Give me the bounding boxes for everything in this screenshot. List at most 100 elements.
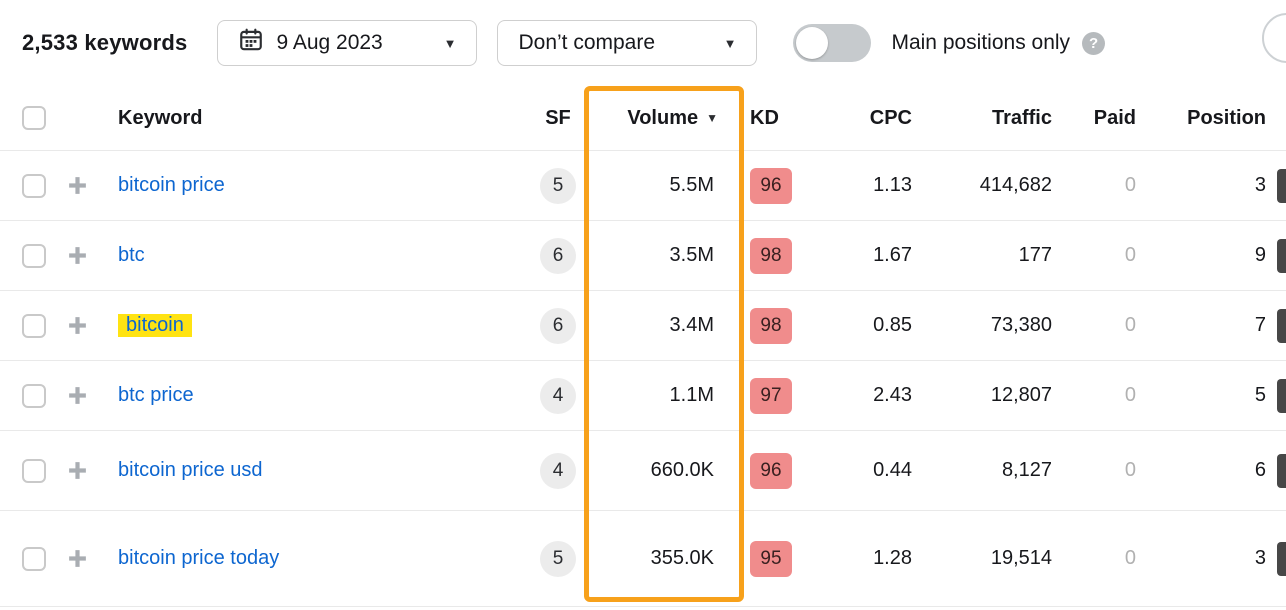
compare-label: Don’t compare [518, 31, 656, 54]
cpc-value: 1.67 [873, 244, 912, 266]
kd-badge: 98 [750, 307, 792, 344]
kd-badge: 96 [750, 452, 792, 489]
keyword-link[interactable]: btc price [118, 384, 194, 406]
position-value: 6 [1254, 459, 1266, 481]
add-keyword-icon[interactable] [66, 314, 89, 337]
serp-features-badge[interactable]: 4 [540, 452, 576, 489]
paid-value: 0 [1124, 174, 1136, 196]
add-keyword-icon[interactable] [66, 244, 89, 267]
add-keyword-icon[interactable] [66, 174, 89, 197]
table-row: bitcoin price 5 5.5M 96 1.13 414,682 0 3 [0, 151, 1286, 221]
table-row: bitcoin price usd 4 660.0K 96 0.44 8,127… [0, 431, 1286, 511]
table-row: btc price 4 1.1M 97 2.43 12,807 0 5 [0, 361, 1286, 431]
column-header-paid[interactable]: Paid [1093, 106, 1136, 129]
cpc-value: 1.28 [873, 547, 912, 569]
serp-features-badge[interactable]: 5 [540, 540, 576, 577]
keyword-link[interactable]: bitcoin price today [118, 547, 280, 569]
compare-dropdown-button[interactable]: Don’t compare ▼ [497, 20, 758, 66]
clipped-content [1277, 168, 1286, 203]
add-keyword-icon[interactable] [66, 459, 89, 482]
cpc-value: 0.85 [873, 314, 912, 336]
traffic-value: 73,380 [990, 314, 1052, 336]
paid-value: 0 [1124, 459, 1136, 481]
row-checkbox[interactable] [22, 173, 46, 198]
volume-value: 5.5M [669, 174, 714, 196]
chevron-down-icon: ▼ [723, 35, 737, 51]
table-row: bitcoin 6 3.4M 98 0.85 73,380 0 7 [0, 291, 1286, 361]
kd-badge: 96 [750, 167, 792, 204]
clipped-content [1277, 238, 1286, 273]
serp-features-badge[interactable]: 4 [540, 377, 576, 414]
toggle-knob [796, 27, 829, 59]
volume-value: 3.4M [669, 314, 714, 336]
keyword-link[interactable]: bitcoin [118, 314, 192, 337]
position-value: 9 [1254, 244, 1266, 266]
traffic-value: 414,682 [979, 174, 1052, 196]
row-checkbox[interactable] [22, 243, 46, 268]
paid-value: 0 [1124, 547, 1136, 569]
serp-features-badge[interactable]: 6 [540, 307, 576, 344]
serp-features-badge[interactable]: 5 [540, 167, 576, 204]
table-row: btc 6 3.5M 98 1.67 177 0 9 [0, 221, 1286, 291]
select-all-checkbox[interactable] [22, 106, 46, 130]
kd-badge: 98 [750, 237, 792, 274]
clipped-content [1277, 453, 1286, 488]
sort-desc-icon: ▼ [706, 111, 718, 125]
traffic-value: 12,807 [990, 384, 1052, 406]
column-header-cpc[interactable]: CPC [869, 106, 912, 129]
column-header-sf[interactable]: SF [545, 106, 571, 129]
kd-badge: 97 [750, 377, 792, 414]
date-picker-button[interactable]: 9 Aug 2023 ▼ [217, 20, 478, 66]
clipped-toggle-knob[interactable] [1262, 13, 1286, 63]
volume-header-label: Volume [627, 106, 699, 129]
toolbar: 2,533 keywords 9 Aug 2023 [0, 0, 1286, 86]
column-header-position[interactable]: Position [1187, 106, 1266, 129]
traffic-value: 177 [1018, 244, 1052, 266]
position-value: 3 [1254, 547, 1266, 569]
chevron-down-icon: ▼ [443, 35, 457, 51]
keyword-link[interactable]: bitcoin price usd [118, 459, 263, 481]
table-header: Keyword SF Volume ▼ KD CPC Traffic Paid … [0, 86, 1286, 151]
row-checkbox[interactable] [22, 383, 46, 408]
keyword-link[interactable]: btc [118, 244, 145, 266]
cpc-value: 2.43 [873, 384, 912, 406]
cpc-value: 0.44 [873, 459, 912, 481]
traffic-value: 19,514 [990, 547, 1052, 569]
add-keyword-icon[interactable] [66, 547, 89, 570]
table-row: bitcoin price today 5 355.0K 95 1.28 19,… [0, 511, 1286, 607]
volume-value: 355.0K [650, 547, 714, 569]
clipped-content [1277, 308, 1286, 343]
keyword-link[interactable]: bitcoin price [118, 174, 225, 196]
row-checkbox[interactable] [22, 313, 46, 338]
paid-value: 0 [1124, 244, 1136, 266]
main-positions-label: Main positions only [891, 31, 1071, 54]
keyword-count: 2,533 keywords [22, 30, 188, 55]
column-header-keyword[interactable]: Keyword [118, 106, 203, 129]
calendar-icon [238, 27, 264, 59]
table-body: bitcoin price 5 5.5M 96 1.13 414,682 0 3… [0, 151, 1286, 607]
volume-value: 660.0K [650, 459, 714, 481]
column-header-volume[interactable]: Volume ▼ [590, 107, 740, 130]
date-label: 9 Aug 2023 [276, 31, 383, 54]
cpc-value: 1.13 [873, 174, 912, 196]
paid-value: 0 [1124, 384, 1136, 406]
clipped-content [1277, 541, 1286, 576]
kd-badge: 95 [750, 540, 792, 577]
add-keyword-icon[interactable] [66, 384, 89, 407]
paid-value: 0 [1124, 314, 1136, 336]
volume-value: 1.1M [669, 384, 714, 406]
help-icon[interactable]: ? [1082, 31, 1106, 55]
position-value: 5 [1254, 384, 1266, 406]
row-checkbox[interactable] [22, 546, 46, 571]
traffic-value: 8,127 [1001, 459, 1052, 481]
row-checkbox[interactable] [22, 458, 46, 483]
position-value: 7 [1254, 314, 1266, 336]
column-header-kd[interactable]: KD [750, 106, 779, 129]
position-value: 3 [1254, 174, 1266, 196]
main-positions-toggle[interactable] [793, 24, 872, 62]
keywords-table: Keyword SF Volume ▼ KD CPC Traffic Paid … [0, 86, 1286, 607]
clipped-content [1277, 378, 1286, 413]
serp-features-badge[interactable]: 6 [540, 237, 576, 274]
column-header-traffic[interactable]: Traffic [991, 106, 1052, 129]
